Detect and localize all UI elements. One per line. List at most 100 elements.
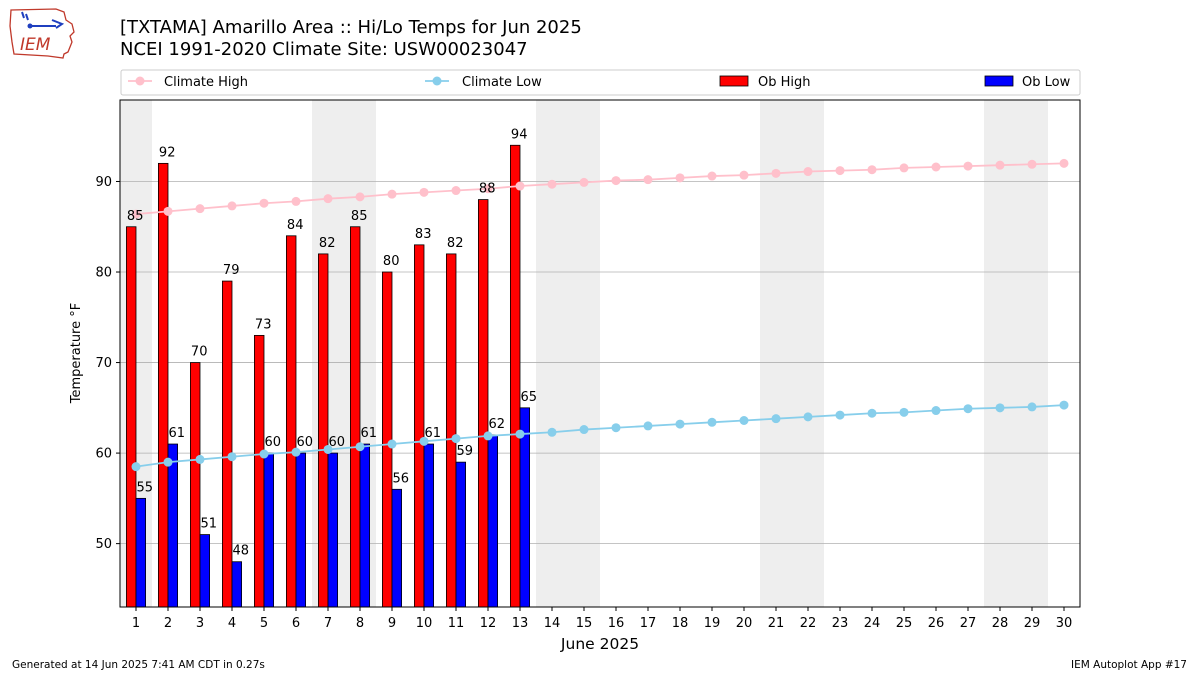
climate-high-point-24: [867, 165, 877, 175]
ob-low-bar-9: [391, 488, 403, 608]
climate-high-point-17: [643, 175, 653, 185]
ob-high-label-13: 94: [511, 127, 528, 142]
climate-high-point-6: [291, 196, 301, 206]
ob-high-bar-12: [477, 199, 489, 608]
legend: Climate High Climate Low Ob High Ob Low: [120, 69, 1081, 96]
ob-low-label-7: 60: [329, 435, 346, 450]
climate-low-point-8: [355, 442, 365, 452]
legend-label-ob-high: Ob High: [758, 75, 811, 90]
ob-high-bar-10: [413, 244, 425, 608]
ob-low-label-13: 65: [521, 390, 538, 405]
x-tick-label-9: 9: [388, 616, 396, 631]
climate-high-point-5: [259, 198, 269, 208]
ob-low-bar-1: [135, 497, 146, 608]
climate-low-point-13: [515, 429, 525, 439]
ob-high-bar-6: [285, 235, 297, 608]
climate-low-point-17: [643, 421, 653, 431]
x-tick-label-27: 27: [960, 616, 977, 631]
bar-value-labels: 85 92 70 79 73 84 82 85 80 83 82 88 94 55 61 51 48 60 60 60…: [127, 127, 537, 558]
ob-low-bar-6: [295, 452, 307, 608]
ob-high-bar-2: [157, 162, 169, 608]
climate-low-point-27: [963, 404, 973, 414]
x-tick-label-6: 6: [292, 616, 300, 631]
climate-low-point-7: [323, 444, 333, 454]
ob-high-bar-8: [349, 226, 361, 608]
ob-low-bar-4: [231, 561, 243, 608]
ob-high-label-1: 85: [127, 209, 144, 224]
climate-high-point-4: [227, 201, 237, 211]
climate-high-point-16: [611, 176, 621, 186]
x-tick-label-23: 23: [832, 616, 849, 631]
climate-low-point-20: [739, 415, 749, 425]
ob-high-label-6: 84: [287, 218, 304, 233]
climate-high-point-8: [355, 192, 365, 202]
ob-high-bar-5: [253, 334, 265, 608]
climate-high-point-18: [675, 173, 685, 183]
x-tick-label-11: 11: [448, 616, 465, 631]
x-tick-label-1: 1: [132, 616, 140, 631]
ob-low-label-1: 55: [137, 480, 154, 495]
climate-low-line: [135, 404, 1065, 468]
ob-high-bar-7: [317, 253, 329, 608]
ob-high-label-9: 80: [383, 254, 400, 269]
legend-item-climate-high: Climate High: [128, 75, 248, 90]
climate-low-point-4: [227, 452, 237, 462]
climate-high-point-12: [483, 184, 493, 194]
x-tick-label-20: 20: [736, 616, 753, 631]
climate-high-point-27: [963, 161, 973, 171]
x-tick-label-28: 28: [992, 616, 1009, 631]
climate-low-point-11: [451, 434, 461, 444]
climate-high-point-29: [1027, 159, 1037, 169]
legend-item-ob-high: Ob High: [719, 75, 811, 90]
ob-high-bar-1: [126, 226, 137, 608]
x-tick-label-26: 26: [928, 616, 945, 631]
ob-low-bar-2: [167, 443, 178, 608]
legend-item-ob-low: Ob Low: [984, 75, 1071, 90]
climate-high-point-7: [323, 194, 333, 204]
climate-high-point-14: [547, 179, 557, 189]
weekend-shade-14: [536, 100, 568, 607]
climate-high-point-1: [131, 209, 141, 219]
climate-lines: [131, 158, 1069, 472]
legend-label-ob-low: Ob Low: [1022, 75, 1071, 90]
plot-frame: [119, 99, 1081, 608]
climate-high-point-3: [195, 204, 205, 214]
x-tick-label-10: 10: [416, 616, 433, 631]
x-tick-label-12: 12: [480, 616, 497, 631]
ob-low-bar-10: [423, 443, 435, 608]
climate-low-point-26: [931, 406, 941, 416]
x-tick-label-25: 25: [896, 616, 913, 631]
x-tick-label-8: 8: [356, 616, 364, 631]
ob-low-label-3: 51: [201, 517, 218, 532]
x-tick-label-22: 22: [800, 616, 817, 631]
x-tick-label-13: 13: [512, 616, 529, 631]
ob-low-label-8: 61: [361, 426, 378, 441]
ob-low-label-2: 61: [169, 426, 186, 441]
climate-high-point-10: [419, 187, 429, 197]
ob-low-label-10: 61: [425, 426, 442, 441]
ob-low-bar-5: [263, 452, 275, 608]
ob-high-label-2: 92: [159, 145, 176, 160]
climate-low-point-24: [867, 408, 877, 418]
climate-low-point-25: [899, 407, 909, 417]
climate-high-point-25: [899, 163, 909, 173]
ob-high-bar-9: [381, 271, 393, 608]
climate-low-point-5: [259, 449, 269, 459]
ob-low-label-6: 60: [297, 435, 314, 450]
y-tick-label-90: 90: [95, 175, 112, 190]
climate-high-point-9: [387, 189, 397, 199]
ob-high-label-4: 79: [223, 263, 240, 278]
x-tick-label-5: 5: [260, 616, 268, 631]
climate-low-point-22: [803, 412, 813, 422]
climate-high-point-28: [995, 160, 1005, 170]
ob-high-label-7: 82: [319, 236, 336, 251]
ob-low-label-12: 62: [489, 417, 506, 432]
climate-low-point-12: [483, 431, 493, 441]
ob-low-bar-8: [359, 443, 371, 608]
climate-high-point-22: [803, 167, 813, 177]
ob-high-bar-11: [445, 253, 457, 608]
weekend-shade-28: [984, 100, 1016, 607]
x-tick-label-15: 15: [576, 616, 593, 631]
